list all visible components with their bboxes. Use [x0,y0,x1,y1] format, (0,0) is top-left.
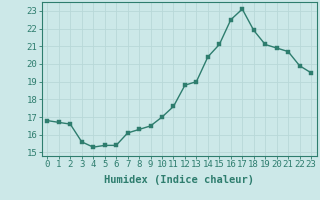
X-axis label: Humidex (Indice chaleur): Humidex (Indice chaleur) [104,175,254,185]
